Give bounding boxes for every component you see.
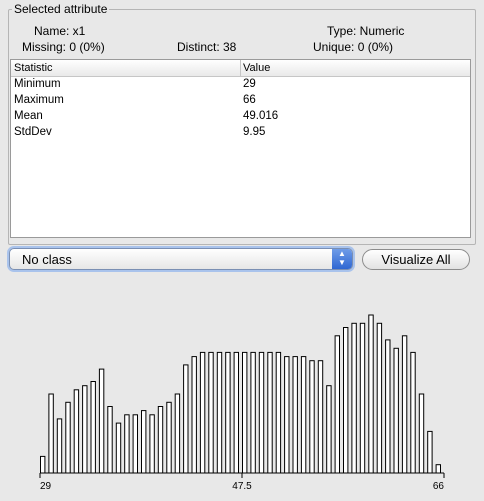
attribute-unique: Unique: 0 (0%) (313, 40, 394, 54)
statistics-table[interactable]: Statistic Value Minimum 29 Maximum 66 Me… (10, 59, 471, 238)
histogram-bar (115, 422, 122, 474)
histogram-bar (393, 347, 399, 474)
histogram-bar (149, 414, 155, 474)
histogram-bar (208, 351, 214, 474)
histogram-bar (124, 414, 130, 474)
value-cell: 29 (243, 78, 256, 90)
histogram-bar (359, 322, 366, 474)
histogram-bar (157, 406, 164, 474)
class-select[interactable]: No class ▲ ▼ (9, 248, 353, 270)
histogram-bar (334, 335, 341, 474)
histogram-bar (107, 406, 113, 474)
visualize-all-button[interactable]: Visualize All (362, 249, 470, 270)
selected-attribute-panel (8, 9, 476, 245)
histogram-bar (284, 356, 290, 474)
histogram-bar (267, 351, 273, 474)
histogram-bar (225, 351, 231, 474)
histogram-bar (132, 414, 139, 474)
attribute-distinct: Distinct: 38 (177, 40, 237, 54)
statistic-cell: Mean (14, 110, 43, 122)
histogram-bar (376, 322, 383, 474)
histogram-bar (368, 314, 374, 474)
histogram-bar (82, 385, 88, 474)
value-cell: 66 (243, 94, 256, 106)
histogram-bar (166, 401, 172, 474)
value-cell: 9.95 (243, 126, 266, 138)
attribute-type: Type: Numeric (327, 24, 405, 38)
histogram-bar (233, 351, 240, 474)
histogram-panel: 29 47.5 66 (0, 276, 484, 501)
table-row[interactable]: Mean 49.016 (11, 109, 470, 125)
histogram-bar (183, 364, 189, 474)
histogram-bar (40, 455, 46, 474)
attribute-missing: Missing: 0 (0%) (22, 40, 105, 54)
histogram-bar (250, 351, 256, 474)
class-select-value: No class (22, 252, 72, 267)
histogram-bar (216, 351, 223, 474)
histogram-bar (343, 327, 349, 474)
x-axis-tick-label: 66 (433, 481, 445, 492)
histogram-bar (98, 368, 105, 474)
table-row[interactable]: Minimum 29 (11, 77, 470, 93)
histogram-bar (292, 356, 298, 474)
histogram-bar (317, 360, 324, 474)
histogram-bar (427, 430, 433, 474)
histogram-bar (258, 351, 265, 474)
histogram-bar (410, 351, 416, 474)
histogram-bar (401, 335, 408, 474)
histogram-bar (174, 393, 181, 474)
histogram-bar (435, 464, 442, 474)
table-row[interactable]: Maximum 66 (11, 93, 470, 109)
statistic-cell: Maximum (14, 94, 64, 106)
attribute-name: Name: x1 (34, 24, 86, 38)
histogram-bar (275, 351, 282, 474)
histogram-bar (199, 351, 206, 474)
value-cell: 49.016 (243, 110, 279, 122)
histogram-bar (385, 339, 391, 474)
statistic-cell: StdDev (14, 126, 52, 138)
x-axis-tick-label: 47.5 (232, 481, 252, 492)
column-header-value[interactable]: Value (243, 62, 271, 74)
histogram-bar (48, 393, 54, 474)
table-header: Statistic Value (11, 60, 470, 77)
histogram-bar (65, 401, 71, 474)
x-axis-tick-label: 29 (40, 481, 52, 492)
column-header-statistic[interactable]: Statistic (14, 62, 53, 74)
up-down-arrows-icon: ▲ ▼ (332, 249, 352, 269)
statistic-cell: Minimum (14, 78, 61, 90)
histogram-bar (191, 356, 197, 474)
selected-attribute-title: Selected attribute (12, 2, 110, 16)
histogram-bar (56, 418, 63, 474)
column-divider (240, 60, 241, 76)
histogram-bar (141, 410, 147, 474)
histogram-bar (351, 322, 357, 474)
histogram-bar (300, 356, 307, 474)
histogram-bar (73, 389, 80, 474)
histogram-bar (309, 360, 315, 474)
histogram-bar (418, 393, 425, 474)
histogram-bar (242, 351, 248, 474)
histogram-bar (326, 385, 332, 474)
histogram-bar (90, 381, 96, 474)
histogram-chart: 29 47.5 66 (39, 314, 445, 492)
table-row[interactable]: StdDev 9.95 (11, 125, 470, 141)
